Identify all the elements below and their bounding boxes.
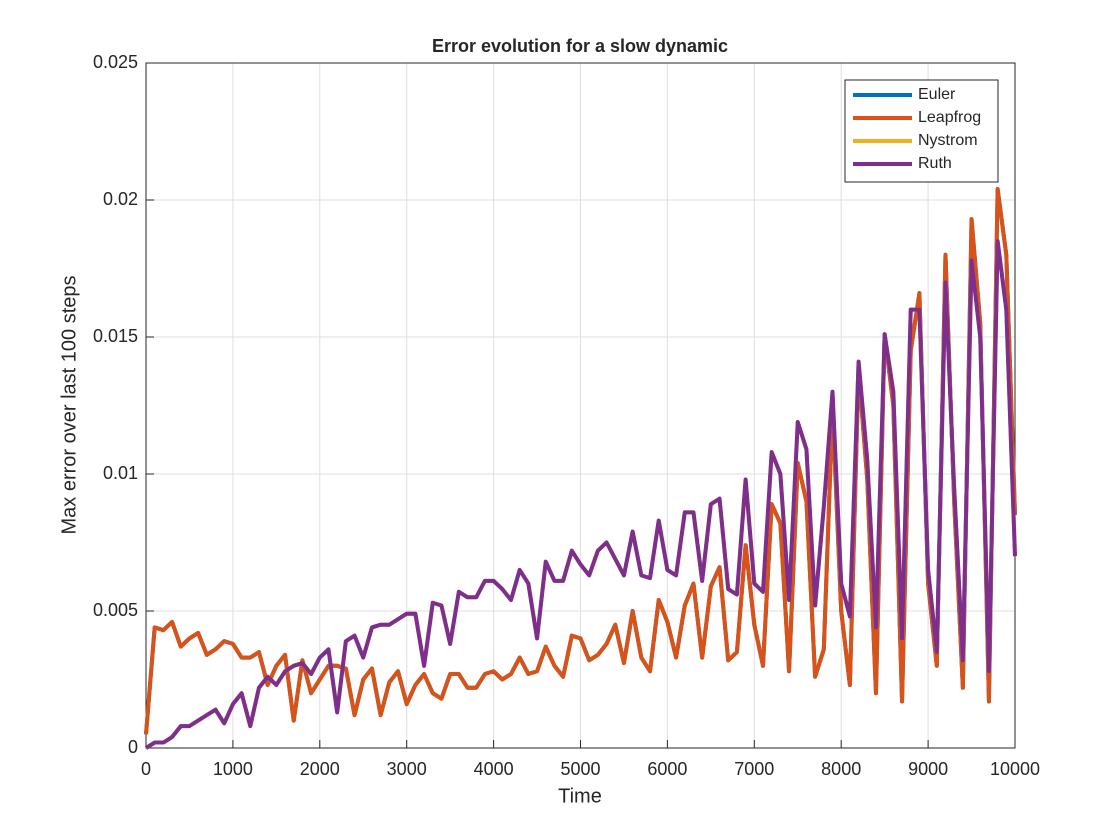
x-tick-label: 1000 [213, 759, 253, 779]
x-tick-label: 4000 [474, 759, 514, 779]
y-tick-label: 0.025 [93, 52, 138, 72]
legend: Euler Leapfrog Nystrom Ruth [844, 79, 999, 183]
x-tick-label: 2000 [300, 759, 340, 779]
x-tick-label: 5000 [560, 759, 600, 779]
chart-title: Error evolution for a slow dynamic [432, 36, 728, 56]
y-tick-label: 0.005 [93, 600, 138, 620]
series-line [144, 239, 1017, 750]
y-tick-label: 0 [128, 737, 138, 757]
x-axis-label: Time [558, 785, 602, 807]
y-axis-label: Max error over last 100 steps [58, 276, 80, 535]
x-tick-label: 9000 [908, 759, 948, 779]
y-tick-label: 0.02 [103, 189, 138, 209]
x-tick-label: 3000 [387, 759, 427, 779]
legend-label: Nystrom [918, 132, 978, 149]
x-tick-label: 7000 [734, 759, 774, 779]
y-tick-label: 0.015 [93, 326, 138, 346]
x-tick-label: 0 [141, 759, 151, 779]
plot-frame [145, 62, 1016, 749]
y-tick-label: 0.01 [103, 463, 138, 483]
legend-label: Leapfrog [918, 109, 981, 126]
x-tick-label: 6000 [647, 759, 687, 779]
x-tick-label: 10000 [990, 759, 1040, 779]
legend-label: Euler [918, 86, 956, 103]
x-tick-label: 8000 [821, 759, 861, 779]
legend-label: Ruth [918, 155, 952, 172]
